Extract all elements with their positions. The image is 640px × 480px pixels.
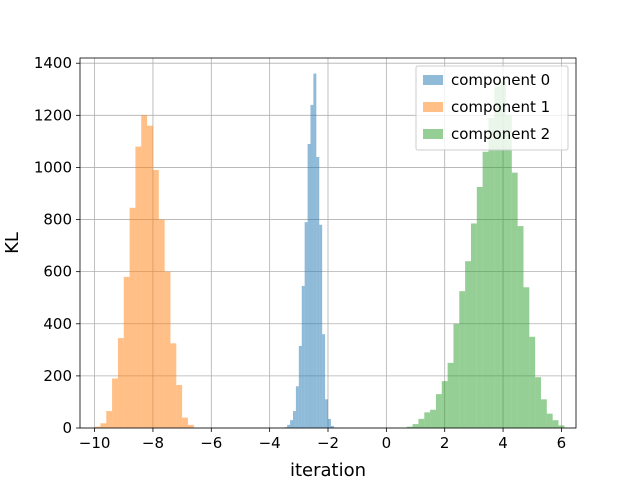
x-axis-label: iteration [290, 460, 366, 480]
y-tick-label: 600 [43, 263, 72, 281]
x-tick-label: −2 [317, 434, 339, 452]
histogram-bar [476, 186, 483, 428]
histogram-bar [470, 223, 477, 428]
histogram-bar [430, 409, 436, 428]
x-tick-label: 4 [498, 434, 508, 452]
legend-swatch [423, 102, 443, 112]
histogram-bar [301, 285, 305, 428]
histogram-bar [505, 115, 512, 428]
y-tick-label: 800 [43, 211, 72, 229]
histogram-bar [424, 412, 431, 428]
histogram-bar [123, 276, 130, 428]
histogram-bar [295, 386, 299, 428]
x-tick-label: −4 [259, 434, 281, 452]
series-0-bars [284, 73, 337, 429]
x-tick-label: 0 [382, 434, 392, 452]
histogram-bar [540, 399, 547, 428]
y-tick-label: 1000 [34, 158, 72, 176]
histogram-bar [141, 115, 148, 428]
histogram-bar [152, 170, 159, 429]
histogram-bars [94, 73, 565, 429]
histogram-bar [106, 411, 113, 428]
histogram-bar [112, 378, 118, 428]
legend-label: component 1 [451, 98, 550, 116]
histogram-bar [517, 226, 524, 428]
histogram-bar [435, 394, 442, 428]
histogram-bar [500, 81, 506, 428]
histogram-bar [307, 143, 311, 429]
legend-box [415, 65, 569, 151]
histogram-bar [465, 261, 471, 428]
histogram-bar [441, 381, 448, 428]
histogram-bar [287, 424, 291, 428]
histogram-bar [187, 424, 194, 428]
histogram-bar [494, 86, 501, 428]
histogram-bar [488, 117, 495, 429]
histogram-bar [292, 411, 296, 428]
histogram-bar [412, 424, 419, 428]
histogram-bar [310, 104, 314, 429]
legend-swatch [423, 75, 443, 85]
histogram-bar [304, 222, 308, 428]
histogram-bar [523, 287, 530, 428]
x-tick-label: −10 [79, 434, 111, 452]
histogram-bar [182, 417, 188, 428]
y-tick-label: 400 [43, 315, 72, 333]
x-tick-label: −6 [200, 434, 222, 452]
histogram-bar [176, 385, 183, 428]
x-tick-label: 6 [557, 434, 567, 452]
x-tick-label: −8 [142, 434, 164, 452]
histogram-bar [459, 291, 466, 428]
histogram-bar [558, 425, 565, 428]
histogram-bar [535, 377, 541, 428]
histogram-bar [164, 271, 171, 428]
legend-label: component 0 [451, 71, 550, 89]
histogram-bar [313, 73, 317, 429]
x-axis-ticks: −10 −8 −6 −4 −2 0 2 4 6 [79, 428, 566, 452]
histogram-bar [418, 418, 425, 428]
y-tick-label: 1200 [34, 106, 72, 124]
y-tick-label: 1400 [34, 54, 72, 72]
y-tick-label: 0 [62, 419, 72, 437]
histogram-bar [406, 426, 413, 428]
histogram-bar [328, 418, 331, 428]
series-1-bars [94, 115, 194, 429]
histogram-bar [94, 426, 101, 428]
histogram-bar [298, 345, 302, 428]
histogram-bar [100, 423, 107, 428]
histogram-bar [482, 151, 489, 429]
histogram-bar [316, 157, 320, 428]
histogram-bar [170, 343, 177, 428]
legend-swatch [423, 129, 443, 139]
histogram-bar [447, 362, 454, 428]
histogram-bar [453, 323, 460, 428]
histogram-bar [147, 125, 153, 429]
series-2-bars [406, 81, 565, 429]
histogram-bar [117, 338, 124, 428]
histogram-bar [158, 219, 165, 428]
legend-label: component 2 [451, 125, 550, 143]
histogram-bar [325, 399, 328, 428]
histogram-bar [511, 172, 518, 428]
histogram-bar [290, 420, 293, 428]
histogram-bar [322, 334, 326, 428]
histogram-bar [319, 224, 323, 428]
legend: component 0 component 1 component 2 [415, 65, 569, 151]
histogram-bar [552, 420, 559, 428]
y-tick-label: 200 [43, 367, 72, 385]
y-axis-ticks: 0 200 400 600 800 1000 1200 1400 [34, 54, 80, 437]
histogram-bar [546, 413, 553, 428]
histogram-bar [135, 146, 142, 428]
x-tick-label: 2 [440, 434, 450, 452]
y-axis-label: KL [2, 232, 23, 254]
histogram-bar [529, 336, 536, 428]
histogram-bar [330, 425, 334, 428]
histogram-bar [129, 207, 136, 428]
